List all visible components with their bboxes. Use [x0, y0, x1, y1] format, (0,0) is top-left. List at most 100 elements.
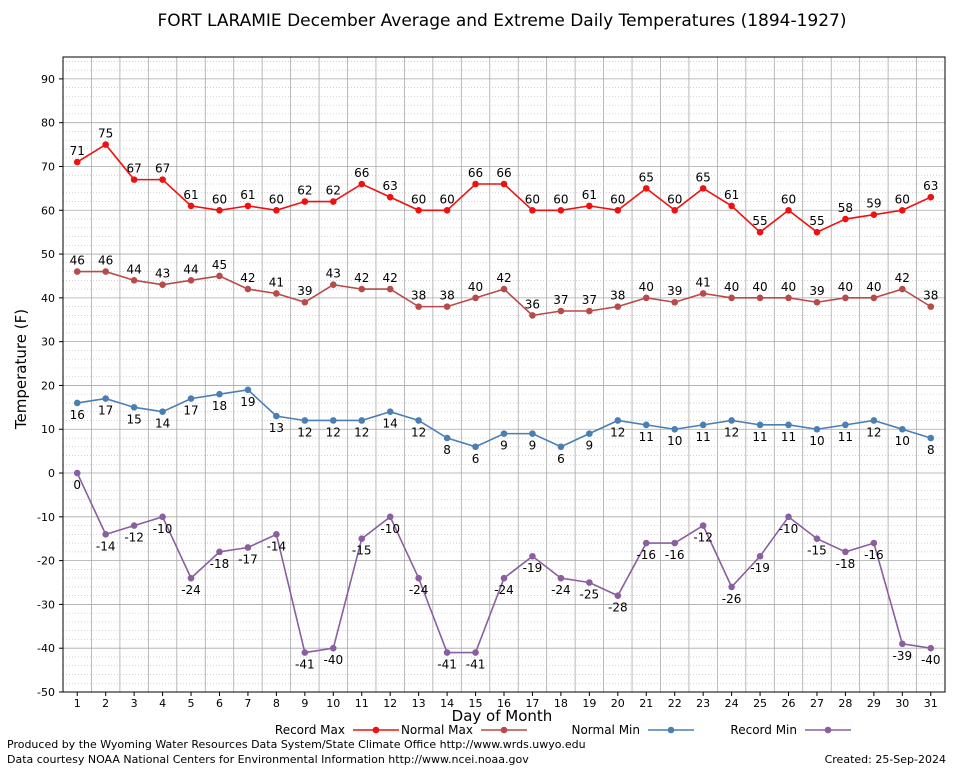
data-label-record-max: 67	[155, 162, 170, 176]
data-label-normal-max: 39	[667, 284, 682, 298]
data-label-normal-max: 43	[326, 267, 341, 281]
data-point-record-min	[187, 574, 195, 582]
data-point-normal-min	[586, 430, 593, 437]
data-label-normal-max: 38	[439, 289, 454, 303]
x-tick-label: 31	[924, 697, 938, 710]
data-point-normal-max	[728, 294, 735, 302]
x-tick-label: 26	[782, 697, 796, 710]
data-label-record-max: 60	[411, 192, 426, 206]
data-point-normal-min	[756, 421, 764, 429]
data-label-normal-min: 12	[610, 425, 625, 439]
data-label-record-min: -25	[580, 588, 600, 602]
data-point-normal-max	[386, 285, 394, 293]
x-tick-label: 5	[188, 697, 195, 710]
data-point-record-min	[273, 531, 280, 538]
data-label-record-min: -15	[352, 544, 372, 558]
data-point-record-min	[756, 552, 764, 560]
legend-label-normal-max: Normal Max	[401, 723, 473, 737]
data-point-normal-min	[927, 434, 935, 442]
data-label-normal-min: 11	[639, 430, 654, 444]
y-tick-label: -30	[37, 598, 55, 611]
data-label-normal-max: 41	[696, 275, 711, 289]
x-tick-label: 8	[273, 697, 280, 710]
data-point-normal-max	[102, 268, 109, 275]
data-point-record-max	[728, 202, 735, 210]
data-label-normal-min: 9	[500, 439, 508, 453]
data-label-normal-min: 10	[895, 434, 910, 448]
data-label-record-max: 71	[70, 144, 85, 158]
data-label-record-min: -12	[693, 531, 713, 545]
grid	[63, 57, 945, 693]
data-point-record-min	[415, 574, 422, 582]
data-label-record-max: 62	[326, 184, 341, 198]
data-label-record-max: 61	[240, 188, 255, 202]
y-tick-label: 80	[41, 117, 55, 130]
data-label-record-max: 66	[468, 166, 483, 180]
data-point-normal-min	[415, 417, 422, 424]
data-point-record-min	[785, 513, 792, 521]
y-tick-label: -50	[37, 686, 55, 699]
data-point-record-max	[73, 158, 81, 166]
data-point-record-max	[927, 193, 935, 201]
data-point-record-min	[386, 513, 394, 521]
data-point-normal-min	[813, 425, 821, 433]
data-point-normal-min	[699, 421, 707, 429]
data-label-record-min: -24	[409, 583, 429, 597]
data-point-record-min	[557, 574, 565, 582]
data-point-record-min	[73, 469, 81, 477]
data-point-record-min	[301, 649, 309, 656]
data-point-normal-max	[671, 298, 679, 306]
data-label-normal-min: 18	[212, 399, 227, 413]
data-label-normal-min: 9	[529, 439, 537, 453]
data-label-record-max: 58	[838, 201, 853, 215]
data-point-record-max	[500, 180, 508, 188]
footer-created: Created: 25-Sep-2024	[824, 753, 946, 766]
data-point-normal-max	[273, 290, 280, 297]
y-tick-label: 20	[41, 379, 55, 392]
data-label-normal-min: 11	[696, 430, 711, 444]
x-tick-label: 25	[753, 697, 767, 710]
data-point-record-max	[870, 211, 878, 218]
data-point-normal-max	[443, 303, 451, 310]
data-point-normal-min	[642, 421, 650, 429]
data-label-normal-max: 45	[212, 258, 227, 272]
x-tick-label: 15	[469, 697, 483, 710]
legend-marker-record-max	[372, 726, 380, 734]
y-tick-label: 30	[41, 336, 55, 349]
data-label-record-max: 65	[639, 170, 654, 184]
data-point-record-max	[130, 176, 138, 183]
data-label-normal-min: 10	[667, 434, 682, 448]
data-point-normal-min	[187, 395, 195, 402]
data-point-record-min	[102, 531, 109, 538]
x-tick-label: 4	[159, 697, 166, 710]
data-label-normal-max: 42	[895, 271, 910, 285]
data-point-normal-min	[614, 417, 622, 424]
data-label-record-min: -26	[722, 592, 742, 606]
data-label-record-max: 65	[696, 170, 711, 184]
data-point-record-max	[244, 202, 252, 210]
data-point-record-min	[472, 649, 479, 656]
data-point-normal-min	[557, 443, 565, 451]
x-tick-label: 3	[131, 697, 138, 710]
data-point-normal-min	[301, 417, 309, 424]
data-label-record-max: 67	[126, 162, 141, 176]
data-label-record-max: 61	[183, 188, 198, 202]
data-point-normal-max	[586, 307, 593, 315]
data-label-record-max: 60	[269, 192, 284, 206]
data-label-record-min: -14	[96, 539, 116, 553]
data-point-record-min	[586, 579, 593, 586]
data-point-record-max	[329, 198, 337, 205]
data-point-normal-min	[500, 430, 508, 437]
data-label-normal-max: 46	[98, 254, 113, 268]
x-tick-label: 13	[412, 697, 426, 710]
data-label-record-max: 60	[212, 192, 227, 206]
data-label-normal-min: 15	[126, 412, 141, 426]
data-label-record-min: -16	[636, 548, 656, 562]
data-point-record-min	[130, 522, 138, 529]
data-label-normal-max: 42	[354, 271, 369, 285]
data-point-record-max	[443, 206, 451, 214]
data-point-normal-max	[927, 303, 935, 310]
data-label-record-min: -24	[551, 583, 571, 597]
data-point-record-min	[642, 539, 650, 547]
